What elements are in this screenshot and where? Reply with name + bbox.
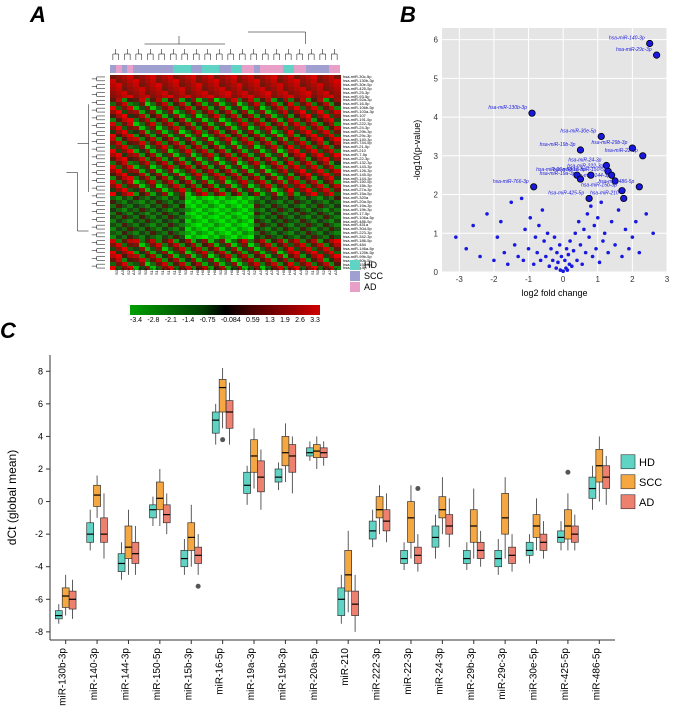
group-legend: HDSCCAD	[350, 260, 383, 293]
column-group-bar	[110, 65, 340, 73]
svg-text:2: 2	[38, 464, 43, 474]
svg-text:hsa-miR-30e-5p: hsa-miR-30e-5p	[560, 128, 596, 134]
svg-text:miR-24-3p: miR-24-3p	[434, 648, 445, 695]
svg-text:miR-20a-5p: miR-20a-5p	[309, 648, 320, 701]
svg-text:5: 5	[434, 74, 439, 83]
svg-text:miR-150-5p: miR-150-5p	[152, 648, 163, 701]
svg-text:6: 6	[434, 36, 439, 45]
svg-text:hsa-miR-15b-3p: hsa-miR-15b-3p	[581, 183, 617, 189]
svg-text:hsa-miR-140-3p: hsa-miR-140-3p	[609, 35, 645, 41]
row-dendrogram	[50, 75, 105, 270]
heatmap-grid	[110, 75, 340, 270]
svg-text:0: 0	[434, 268, 439, 277]
svg-text:-6: -6	[35, 594, 43, 604]
svg-text:8: 8	[38, 366, 43, 376]
svg-text:miR-222-3p: miR-222-3p	[372, 648, 383, 701]
volcano-panel: -3 -2 -1 0 1 2 3 0 1 2 3 4 5 6 hsa-miR-140-3p hsa-miR-2…	[410, 20, 675, 300]
svg-text:hsa-miR-29c-3p: hsa-miR-29c-3p	[616, 47, 652, 53]
svg-text:miR-22-3p: miR-22-3p	[403, 648, 414, 695]
column-dendrogram	[110, 20, 340, 60]
svg-text:2: 2	[434, 191, 439, 200]
svg-text:miR-130b-3p: miR-130b-3p	[58, 648, 69, 706]
volcano-plot: -3 -2 -1 0 1 2 3 0 1 2 3 4 5 6 hsa-miR-140-3p hsa-miR-2…	[410, 20, 675, 300]
svg-text:-1: -1	[525, 275, 533, 284]
svg-text:1: 1	[596, 275, 601, 284]
svg-text:AD: AD	[639, 497, 654, 509]
svg-text:-2: -2	[35, 529, 43, 539]
heatmap-col-labels: S07A31S28A37S03S08S15S12S11S18S19H07S05S…	[110, 273, 340, 293]
svg-text:hsa-miR-19a-3p: hsa-miR-19a-3p	[540, 171, 576, 177]
svg-text:miR-144-3p: miR-144-3p	[120, 648, 131, 701]
svg-text:-log10(p-value): -log10(p-value)	[412, 120, 422, 181]
svg-text:4: 4	[434, 113, 439, 122]
svg-text:-4: -4	[35, 562, 43, 572]
svg-text:hsa-miR-29b-3p: hsa-miR-29b-3p	[592, 140, 628, 146]
panel-label-c: C	[0, 318, 16, 344]
svg-text:miR-140-3p: miR-140-3p	[89, 648, 100, 701]
svg-text:miR-29b-3p: miR-29b-3p	[466, 648, 477, 701]
svg-text:0: 0	[561, 275, 566, 284]
svg-text:hsa-miR-130b-3p: hsa-miR-130b-3p	[488, 105, 527, 111]
svg-text:miR-15b-3p: miR-15b-3p	[183, 648, 194, 701]
svg-text:miR-16-5p: miR-16-5p	[215, 648, 226, 695]
svg-text:6: 6	[38, 399, 43, 409]
svg-text:miR-19b-3p: miR-19b-3p	[277, 648, 288, 701]
svg-text:3: 3	[434, 152, 439, 161]
heatmap-row-labels: hsa-miR-30c-5phsa-miR-130b-3phsa-miR-30e…	[343, 75, 403, 270]
heatmap-colorbar	[130, 305, 320, 315]
svg-text:-8: -8	[35, 627, 43, 637]
svg-text:1: 1	[434, 229, 439, 238]
svg-text:miR-210: miR-210	[340, 648, 351, 686]
svg-text:miR-19a-3p: miR-19a-3p	[246, 648, 257, 701]
svg-text:hsa-miR-22-3p: hsa-miR-22-3p	[605, 148, 638, 154]
svg-text:SCC: SCC	[639, 477, 662, 489]
svg-text:hsa-miR-766-3p: hsa-miR-766-3p	[493, 179, 529, 185]
colorbar-ticks: -3.4-2.8-2.1-1.4-0.75-0.0840.591.31.92.6…	[130, 317, 320, 324]
svg-text:hsa-miR-19b-3p: hsa-miR-19b-3p	[540, 142, 576, 148]
panel-label-a: A	[30, 2, 46, 28]
svg-text:hsa-miR-425-5p: hsa-miR-425-5p	[548, 190, 584, 196]
svg-text:miR-30e-5p: miR-30e-5p	[529, 648, 540, 701]
svg-text:miR-425-5p: miR-425-5p	[560, 648, 571, 701]
svg-text:-3: -3	[456, 275, 464, 284]
svg-text:HD: HD	[639, 457, 655, 469]
svg-text:0: 0	[38, 497, 43, 507]
svg-text:2: 2	[630, 275, 635, 284]
svg-text:log2 fold change: log2 fold change	[521, 288, 587, 298]
svg-text:hsa-miR-210: hsa-miR-210	[590, 190, 619, 196]
svg-text:3: 3	[665, 275, 670, 284]
boxplot-panel: -8 -6 -4 -2 0 2 4 6 8 dCt (global mean) miR-130b-3…	[0, 345, 685, 720]
svg-text:dCt (global mean): dCt (global mean)	[5, 450, 19, 545]
svg-text:miR-29c-3p: miR-29c-3p	[497, 648, 508, 700]
svg-text:-2: -2	[490, 275, 498, 284]
svg-text:miR-486-5p: miR-486-5p	[591, 648, 602, 701]
svg-text:4: 4	[38, 431, 43, 441]
heatmap-panel: hsa-miR-30c-5phsa-miR-130b-3phsa-miR-30e…	[50, 20, 390, 310]
boxplot-chart: -8 -6 -4 -2 0 2 4 6 8 dCt (global mean) miR-130b-3…	[0, 345, 685, 720]
